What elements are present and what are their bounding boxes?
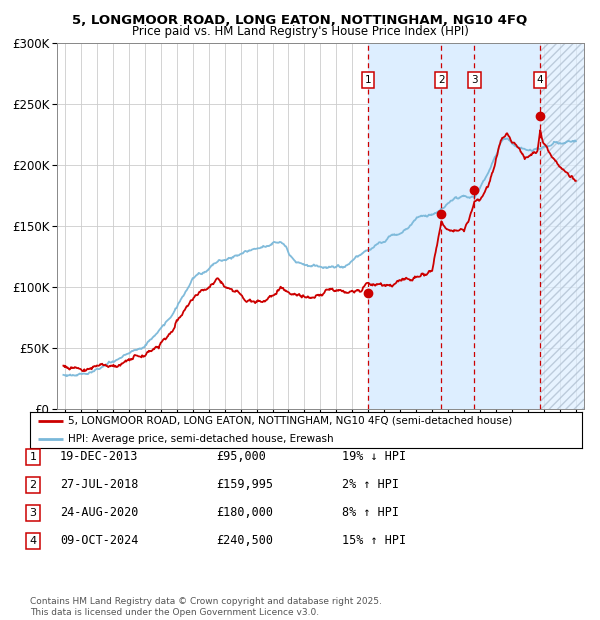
Text: 4: 4 [29, 536, 37, 546]
Text: 2: 2 [29, 480, 37, 490]
Text: £240,500: £240,500 [216, 534, 273, 547]
Text: 24-AUG-2020: 24-AUG-2020 [60, 507, 139, 519]
Text: 5, LONGMOOR ROAD, LONG EATON, NOTTINGHAM, NG10 4FQ: 5, LONGMOOR ROAD, LONG EATON, NOTTINGHAM… [73, 14, 527, 27]
Text: 19-DEC-2013: 19-DEC-2013 [60, 451, 139, 463]
Text: HPI: Average price, semi-detached house, Erewash: HPI: Average price, semi-detached house,… [68, 433, 333, 444]
Text: 8% ↑ HPI: 8% ↑ HPI [342, 507, 399, 519]
Text: £180,000: £180,000 [216, 507, 273, 519]
Text: £159,995: £159,995 [216, 479, 273, 491]
Text: 5, LONGMOOR ROAD, LONG EATON, NOTTINGHAM, NG10 4FQ (semi-detached house): 5, LONGMOOR ROAD, LONG EATON, NOTTINGHAM… [68, 415, 512, 426]
Text: 2: 2 [438, 75, 445, 85]
Bar [540, 43, 586, 409]
Text: 2% ↑ HPI: 2% ↑ HPI [342, 479, 399, 491]
Text: 27-JUL-2018: 27-JUL-2018 [60, 479, 139, 491]
Text: 19% ↓ HPI: 19% ↓ HPI [342, 451, 406, 463]
Text: 15% ↑ HPI: 15% ↑ HPI [342, 534, 406, 547]
Text: £95,000: £95,000 [216, 451, 266, 463]
Text: 3: 3 [471, 75, 478, 85]
Text: 09-OCT-2024: 09-OCT-2024 [60, 534, 139, 547]
Text: Contains HM Land Registry data © Crown copyright and database right 2025.
This d: Contains HM Land Registry data © Crown c… [30, 598, 382, 617]
Text: 4: 4 [537, 75, 544, 85]
Text: 1: 1 [364, 75, 371, 85]
Text: 3: 3 [29, 508, 37, 518]
Bar [368, 43, 540, 409]
Text: Price paid vs. HM Land Registry's House Price Index (HPI): Price paid vs. HM Land Registry's House … [131, 25, 469, 38]
Text: 1: 1 [29, 452, 37, 462]
